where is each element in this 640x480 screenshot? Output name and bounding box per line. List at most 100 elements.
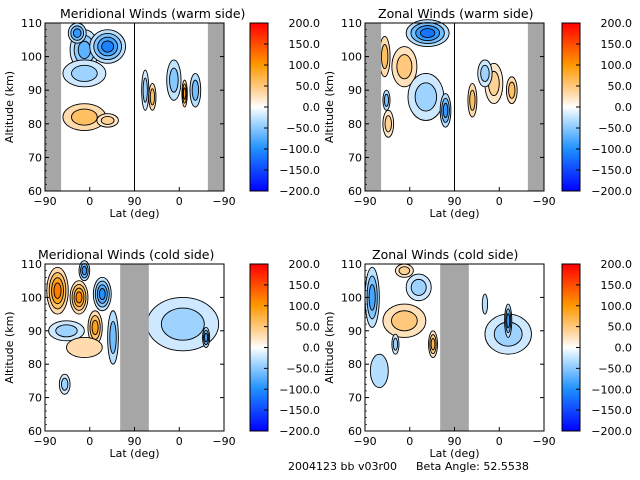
- colorbar-tick-label: 100.0: [601, 59, 633, 72]
- no-data-band: [440, 264, 469, 431]
- colorbar-tick-label: 0.0: [303, 101, 321, 114]
- contour-region: [100, 115, 115, 125]
- contour-region: [91, 319, 99, 336]
- contour-region: [381, 44, 389, 70]
- panel-zonal-warm: Zonal Winds (warm side) 60 70 80 90 100 110 −90…: [323, 6, 632, 220]
- contour-region: [72, 28, 82, 38]
- contour-region: [420, 28, 436, 39]
- y-tick-label: 90: [348, 325, 362, 338]
- y-axis-label: Altitude (km): [3, 311, 16, 383]
- y-tick-label: 90: [348, 84, 362, 97]
- contour-region: [169, 67, 179, 93]
- x-tick-label: −90: [212, 195, 235, 208]
- contour-region: [506, 313, 511, 329]
- contour-region: [391, 310, 418, 332]
- x-tick-label: 0: [406, 435, 413, 448]
- colorbar-tick-label: −100.0: [591, 143, 632, 156]
- contour-region: [75, 291, 83, 304]
- colorbar-tick-label: 150.0: [601, 38, 633, 51]
- x-tick-label: −90: [33, 435, 56, 448]
- colorbar-tick-label: 200.0: [601, 258, 633, 271]
- colorbar-tick-label: −200.0: [591, 185, 632, 198]
- contour-region: [480, 64, 490, 82]
- colorbar-tick-label: 100.0: [601, 300, 633, 313]
- contour-region: [71, 64, 98, 82]
- x-tick-label: 0: [496, 435, 503, 448]
- y-tick-label: 110: [341, 17, 362, 30]
- x-tick-label: 90: [448, 435, 462, 448]
- chart-title: Zonal Winds (warm side): [378, 6, 533, 21]
- colorbar-tick-label: 150.0: [289, 38, 321, 51]
- y-tick-label: 110: [21, 258, 42, 271]
- x-tick-label: 90: [128, 435, 142, 448]
- y-axis-label: Altitude (km): [323, 311, 336, 383]
- contour-region: [160, 307, 205, 341]
- contour-region: [55, 324, 78, 338]
- colorbar-tick-label: 0.0: [615, 101, 633, 114]
- contour-region: [398, 266, 411, 276]
- contour-region: [508, 81, 516, 99]
- colorbar-tick-label: −100.0: [279, 143, 320, 156]
- y-tick-label: 100: [341, 291, 362, 304]
- contour-region: [53, 282, 62, 299]
- y-tick-label: 80: [28, 118, 42, 131]
- colorbar-tick-label: 100.0: [289, 300, 321, 313]
- y-tick-label: 110: [21, 17, 42, 30]
- colorbar-tick-label: 200.0: [601, 17, 633, 30]
- x-tick-label: 90: [448, 195, 462, 208]
- contour-region: [369, 353, 389, 389]
- y-tick-label: 60: [28, 425, 42, 438]
- x-tick-label: 0: [406, 195, 413, 208]
- colorbar-tick-label: 0.0: [615, 342, 633, 355]
- x-tick-label: 0: [176, 195, 183, 208]
- contour-region: [384, 115, 392, 133]
- no-data-band: [527, 23, 544, 191]
- no-data-band: [207, 23, 224, 191]
- colorbar-tick-label: −100.0: [591, 383, 632, 396]
- no-data-band: [120, 264, 149, 431]
- y-tick-label: 80: [28, 358, 42, 371]
- colorbar-tick-label: −150.0: [279, 404, 320, 417]
- y-tick-label: 80: [348, 118, 362, 131]
- x-tick-label: 0: [496, 195, 503, 208]
- y-tick-label: 100: [21, 51, 42, 64]
- y-axis-label: Altitude (km): [323, 71, 336, 143]
- x-axis-label: Lat (deg): [430, 207, 480, 220]
- colorbar-tick-label: −200.0: [591, 425, 632, 438]
- contour-region: [396, 54, 413, 80]
- contour-region: [149, 88, 155, 106]
- x-tick-label: −90: [532, 435, 555, 448]
- y-tick-label: 70: [28, 151, 42, 164]
- contour-region: [66, 337, 103, 358]
- x-axis-label: Lat (deg): [110, 447, 160, 460]
- x-tick-label: −90: [212, 435, 235, 448]
- colorbar-tick-label: 100.0: [289, 59, 321, 72]
- colorbar-tick-label: 200.0: [289, 258, 321, 271]
- contour-region: [191, 79, 200, 101]
- colorbar-tick-label: −100.0: [279, 383, 320, 396]
- colorbar-tick-label: −200.0: [279, 185, 320, 198]
- contour-region: [442, 102, 449, 119]
- y-tick-label: 60: [348, 185, 362, 198]
- no-data-band: [365, 23, 382, 191]
- contour-region: [368, 284, 376, 311]
- y-tick-label: 110: [341, 258, 362, 271]
- colorbar-tick-label: 50.0: [296, 80, 321, 93]
- x-axis-label: Lat (deg): [430, 447, 480, 460]
- chart-title: Meridional Winds (warm side): [60, 6, 245, 21]
- contour-region: [383, 93, 390, 107]
- x-tick-label: 90: [128, 195, 142, 208]
- footer-run-label: 2004123 bb v03r00: [288, 460, 397, 473]
- contour-region: [183, 87, 187, 100]
- x-tick-label: −90: [33, 195, 56, 208]
- contour-region: [77, 40, 91, 59]
- colorbar-tick-label: 50.0: [608, 321, 633, 334]
- colorbar-tick-label: −50.0: [286, 122, 320, 135]
- y-tick-label: 90: [28, 325, 42, 338]
- contour-region: [142, 77, 148, 103]
- colorbar-tick-label: −150.0: [591, 404, 632, 417]
- colorbar-tick-label: −200.0: [279, 425, 320, 438]
- contour-region: [98, 288, 106, 301]
- y-tick-label: 80: [348, 358, 362, 371]
